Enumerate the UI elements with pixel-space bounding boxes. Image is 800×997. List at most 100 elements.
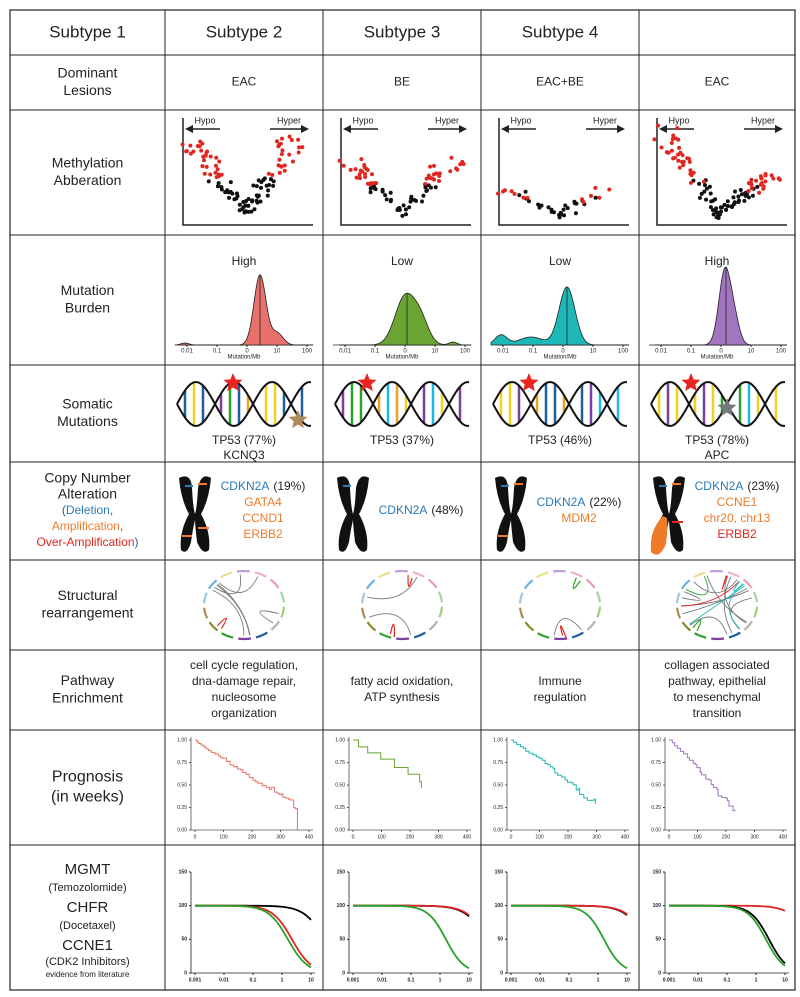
tick-label: 10	[466, 977, 472, 983]
methylation-dot	[454, 166, 459, 171]
methylation-dot	[722, 202, 727, 207]
legend-part: ,	[110, 503, 113, 517]
methylation-dot	[676, 137, 681, 142]
tick-label: 0.25	[335, 805, 345, 811]
gene-label: TP53 (46%)	[528, 433, 592, 447]
genome-segment	[711, 637, 725, 641]
methylation-dot	[714, 215, 719, 220]
methylation-dot	[408, 199, 413, 204]
tick-label: 0.00	[493, 827, 503, 833]
genome-segment	[681, 621, 692, 632]
tick-label: 100	[179, 903, 188, 909]
genome-segment	[570, 571, 583, 578]
tick-label: 0.01	[377, 977, 387, 983]
tick-label: 0.01	[535, 977, 545, 983]
methylation-dot	[252, 207, 257, 212]
tick-label: 0	[500, 970, 503, 976]
methylation-dot	[237, 202, 242, 207]
methylation-dot	[572, 201, 577, 206]
methylation-dot	[551, 210, 556, 215]
row-label: Copy Number	[44, 470, 131, 486]
methylation-dot	[254, 184, 259, 189]
tick-label: 0.00	[651, 827, 661, 833]
tick-label: 200	[564, 834, 573, 840]
tick-label: 100	[535, 834, 544, 840]
methylation-dot	[724, 207, 729, 212]
row-label: Somatic	[62, 395, 113, 411]
tick-label: 10	[308, 977, 314, 983]
methylation-dot	[395, 208, 400, 213]
methylation-dot	[777, 177, 782, 182]
mutation-star	[357, 373, 377, 392]
methylation-dot	[536, 202, 541, 207]
methylation-dot	[676, 158, 681, 163]
chord	[368, 613, 412, 635]
amplified-arm	[650, 516, 668, 555]
genome-segment	[207, 579, 218, 590]
methylation-dot	[401, 203, 406, 208]
methylation-dot	[421, 193, 426, 198]
methylation-dot	[687, 159, 692, 164]
row-label: CCNE1	[62, 937, 113, 954]
survival-curve	[195, 739, 298, 830]
genome-segment	[554, 637, 568, 641]
methylation-dot	[234, 191, 239, 196]
genome-segment	[413, 631, 426, 639]
methylation-dot	[424, 188, 429, 193]
response-curve	[195, 904, 312, 966]
tick-label: 0	[719, 349, 723, 355]
tick-label: 0.001	[505, 977, 518, 983]
cna-part: GATA4	[244, 495, 282, 509]
methylation-dot	[697, 195, 702, 200]
cna-part: (23%)	[747, 479, 779, 493]
arrowhead	[301, 125, 309, 133]
methylation-dot	[278, 141, 283, 146]
methylation-dot	[423, 185, 428, 190]
tick-label: 200	[406, 834, 415, 840]
pathway-text: cell cycle regulation,	[190, 658, 298, 672]
methylation-dot	[341, 163, 346, 168]
genome-segment	[394, 569, 408, 573]
tick-label: 0.25	[651, 805, 661, 811]
methylation-dot	[287, 134, 292, 139]
tick-label: 0.1	[371, 349, 380, 355]
methylation-dot	[449, 155, 454, 160]
methylation-dot	[669, 148, 674, 153]
methylation-dot	[368, 186, 373, 191]
methylation-dot	[714, 206, 719, 211]
methylation-dot	[428, 176, 433, 181]
row-label: CHFR	[67, 899, 109, 916]
methylation-dot	[434, 171, 439, 176]
genome-segment	[552, 569, 566, 573]
methylation-dot	[755, 184, 760, 189]
pathway-text: Immune	[538, 674, 582, 688]
chromosome	[337, 476, 369, 552]
methylation-dot	[354, 175, 359, 180]
arrow-label: Hypo	[194, 115, 215, 125]
tick-label: 0.01	[181, 349, 193, 355]
mutation-star	[288, 410, 308, 429]
row-label: Alteration	[58, 486, 117, 502]
cna-part: ERBB2	[243, 527, 283, 541]
tick-label: 150	[179, 869, 188, 875]
genome-segment	[379, 632, 392, 639]
methylation-dot	[296, 150, 301, 155]
tick-label: 400	[621, 834, 630, 840]
genome-segment	[280, 606, 286, 618]
methylation-dot	[363, 175, 368, 180]
loop	[572, 577, 581, 590]
tick-label: 50	[339, 937, 345, 943]
methylation-dot	[749, 186, 754, 191]
methylation-dot	[710, 208, 715, 213]
cna-gene: MDM2	[561, 511, 597, 525]
row-label: Structural	[58, 587, 118, 603]
gene-label: TP53 (78%)	[685, 433, 749, 447]
legend-part: )	[135, 535, 139, 549]
methylation-dot	[763, 173, 768, 178]
methylation-dot	[258, 199, 263, 204]
methylation-dot	[718, 205, 723, 210]
methylation-dot	[297, 145, 302, 150]
methylation-dot	[581, 200, 586, 205]
tick-label: 150	[495, 869, 504, 875]
methylation-dot	[353, 167, 358, 172]
